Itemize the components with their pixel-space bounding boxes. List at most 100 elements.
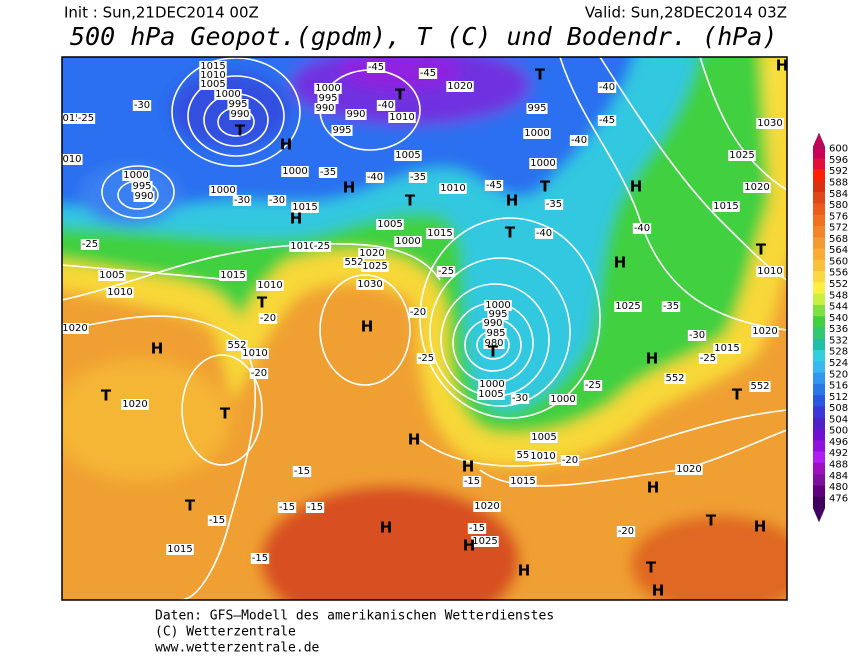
colorbar-swatch (813, 361, 825, 373)
colorbar-label: 592 (829, 166, 848, 177)
isoline-label: -20 (260, 313, 276, 324)
isoline-label: 1000 (479, 379, 504, 390)
colorbar-label: 520 (829, 369, 848, 380)
high-marker: H (647, 479, 660, 497)
label-box (365, 172, 385, 183)
label-box (560, 455, 580, 466)
colorbar-label: 552 (829, 279, 848, 290)
isoline-label: 1030 (357, 279, 382, 290)
label-box (317, 93, 339, 104)
isoline-label: 015 (62, 113, 81, 124)
high-marker: H (776, 57, 789, 75)
colorbar-swatch (813, 372, 825, 385)
label-box (523, 128, 551, 139)
colorbar-swatch (813, 417, 825, 430)
label-box (131, 181, 153, 192)
label-box (408, 307, 428, 318)
low-marker: T (257, 294, 268, 312)
isoline-label: 1000 (215, 89, 240, 100)
map-area: 1015101010051000995990T-30015-2501010009… (62, 57, 789, 600)
colorbar-label: 532 (829, 335, 848, 346)
colorbar-label: 484 (829, 471, 848, 482)
isoline-label: 980 (484, 338, 503, 349)
isoline-label: 1000 (550, 394, 575, 405)
label-box (106, 287, 134, 298)
label-box (343, 257, 365, 268)
label-box (483, 338, 505, 349)
label-box (467, 523, 487, 534)
isoline-label: -25 (78, 113, 94, 124)
isoline-label: 010 (62, 154, 81, 165)
colorbar-swatch (813, 451, 825, 464)
isoline-label: -25 (438, 266, 454, 277)
label-box (675, 464, 703, 475)
isoline-label: 990 (483, 318, 502, 329)
isoline-label: -15 (209, 515, 225, 526)
low-marker: T (646, 559, 657, 577)
low-marker: T (732, 386, 743, 404)
label-box (250, 553, 270, 564)
label-box (687, 330, 707, 341)
label-box (482, 318, 504, 329)
colorbar-label: 476 (829, 493, 848, 504)
label-box (526, 103, 548, 114)
isoline-label: -25 (82, 239, 98, 250)
label-box (267, 195, 287, 206)
high-marker: H (151, 340, 164, 358)
isoline-label: -45 (486, 180, 502, 191)
valid-label: Valid: Sun,28DEC2014 03Z (585, 4, 787, 22)
isoline-label: -25 (314, 241, 330, 252)
high-marker: H (754, 518, 767, 536)
colorbar-label: 524 (829, 358, 848, 369)
low-marker: T (756, 241, 767, 259)
low-marker: T (535, 66, 546, 84)
label-box (756, 266, 784, 277)
colorbar-swatch (813, 293, 825, 306)
isoline-label: -40 (571, 135, 587, 146)
isoline-label: 1005 (395, 150, 420, 161)
isoline-label: 1000 (395, 236, 420, 247)
label-box (484, 300, 512, 311)
isoline-label: 1025 (729, 150, 754, 161)
isoline-label: 995 (488, 309, 507, 320)
colorbar-swatch (813, 237, 825, 249)
label-box (426, 228, 454, 239)
isoline-label: 1010 (242, 348, 267, 359)
map-frame (61, 56, 788, 601)
isoline-label: -25 (700, 353, 716, 364)
isoline-label: -30 (512, 393, 528, 404)
isoline-label: -20 (562, 455, 578, 466)
label-box (219, 270, 247, 281)
label-box (132, 100, 152, 111)
label-box (209, 185, 237, 196)
isoline-label: 1000 (282, 166, 307, 177)
high-marker: H (361, 318, 374, 336)
label-box (661, 301, 681, 312)
label-box (698, 353, 718, 364)
isoline-label: 1015 (713, 201, 738, 212)
label-box (614, 301, 642, 312)
isoline-label: 552 (750, 381, 769, 392)
colorbar-swatch (813, 271, 825, 283)
label-box (749, 381, 771, 392)
high-marker: H (380, 519, 393, 537)
label-box (597, 115, 617, 126)
colorbar-label: 540 (829, 313, 848, 324)
colorbar-label: 548 (829, 290, 848, 301)
isoline-label: 1020 (359, 248, 384, 259)
label-box (509, 476, 537, 487)
label-box (388, 112, 416, 123)
label-box (98, 270, 126, 281)
isoline-label: 1000 (485, 300, 510, 311)
label-box (229, 109, 251, 120)
isoline-label: 1020 (676, 464, 701, 475)
isoline-label: 1010 (757, 266, 782, 277)
isoline-label: 552 (227, 340, 246, 351)
label-box (756, 118, 784, 129)
colorbar-label: 500 (829, 426, 848, 437)
isoline-label: 1015 (714, 343, 739, 354)
isoline-label: -15 (469, 523, 485, 534)
colorbar-label: 564 (829, 245, 848, 256)
colorbar-swatch (813, 158, 825, 170)
label-box (569, 135, 589, 146)
